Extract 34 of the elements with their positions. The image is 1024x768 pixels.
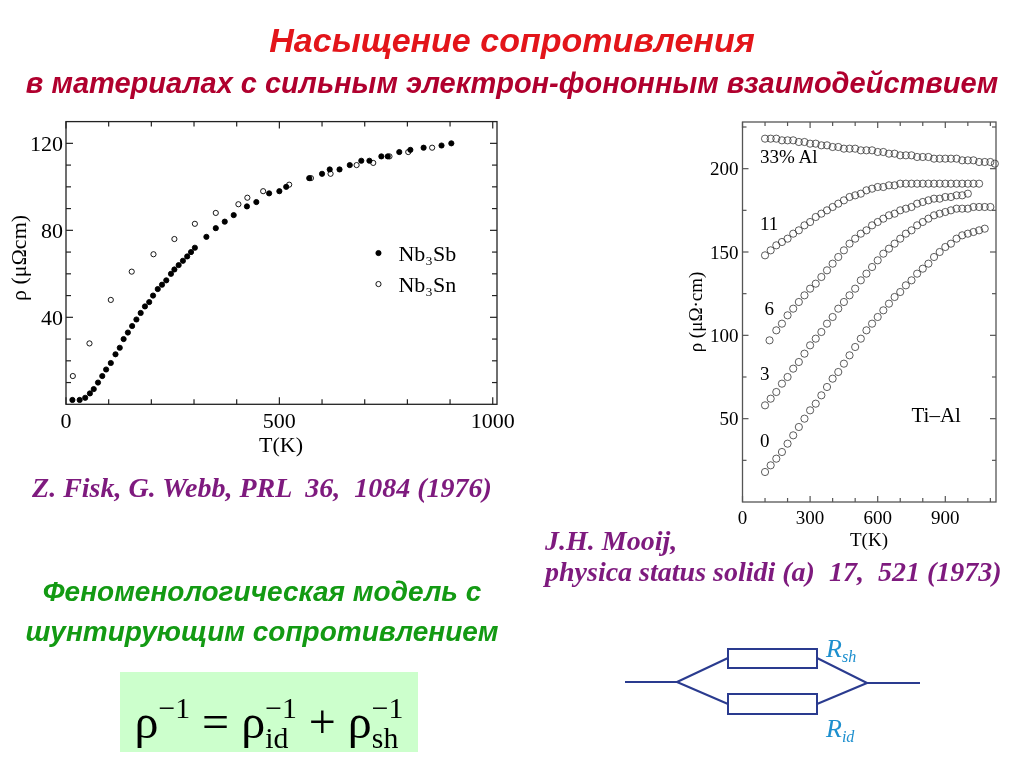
x-tick-label: 0: [60, 408, 72, 434]
y-tick-label: 40: [41, 305, 63, 331]
y-tick-label: 80: [41, 218, 63, 244]
series-label: 3: [760, 363, 770, 385]
y-axis-title: ρ (μΩ·cm): [685, 271, 707, 353]
series-label: 33% Al: [760, 145, 818, 167]
y-tick-label: 120: [30, 131, 63, 157]
x-tick-label: 500: [262, 408, 296, 434]
text: R$_{sh}$: [825, 634, 857, 666]
x-tick-label: 900: [931, 507, 960, 528]
x-tick-label: 600: [863, 507, 892, 528]
text: Феноменологическая модель с шунтирующим сопротивлением: [25, 576, 499, 647]
series-label: 11: [760, 213, 779, 235]
text: physica status solidi (a) 17, 521 (1973): [543, 556, 1002, 587]
x-axis-title: T(K): [259, 432, 303, 457]
x-axis-title: T(K): [850, 529, 888, 551]
text: Z. Fisk, G. Webb, PRL 36, 1084 (1976): [31, 472, 492, 503]
series-label: 0: [760, 430, 770, 451]
x-tick-label: 300: [795, 507, 825, 528]
x-tick-label: 0: [737, 507, 748, 528]
text: в материалах с сильным электрон-фононным взаимодействием: [25, 67, 999, 99]
legend-label: Nb₃Sb: [398, 240, 457, 266]
y-tick-label: 50: [719, 408, 739, 430]
series-label: 6: [764, 298, 775, 320]
text: J.H. Mooij,: [544, 525, 678, 556]
y-tick-label: 100: [710, 324, 739, 346]
text: R$_{id}$: [825, 714, 856, 746]
x-tick-label: 1000: [470, 408, 515, 434]
text: Ti–Al: [911, 402, 962, 427]
y-axis-title: ρ (μΩcm): [6, 214, 31, 302]
y-tick-label: 200: [710, 158, 739, 180]
y-tick-label: 150: [710, 241, 739, 263]
text: Насыщение сопротивления: [269, 21, 755, 59]
legend-label: Nb₃Sn: [398, 271, 457, 297]
